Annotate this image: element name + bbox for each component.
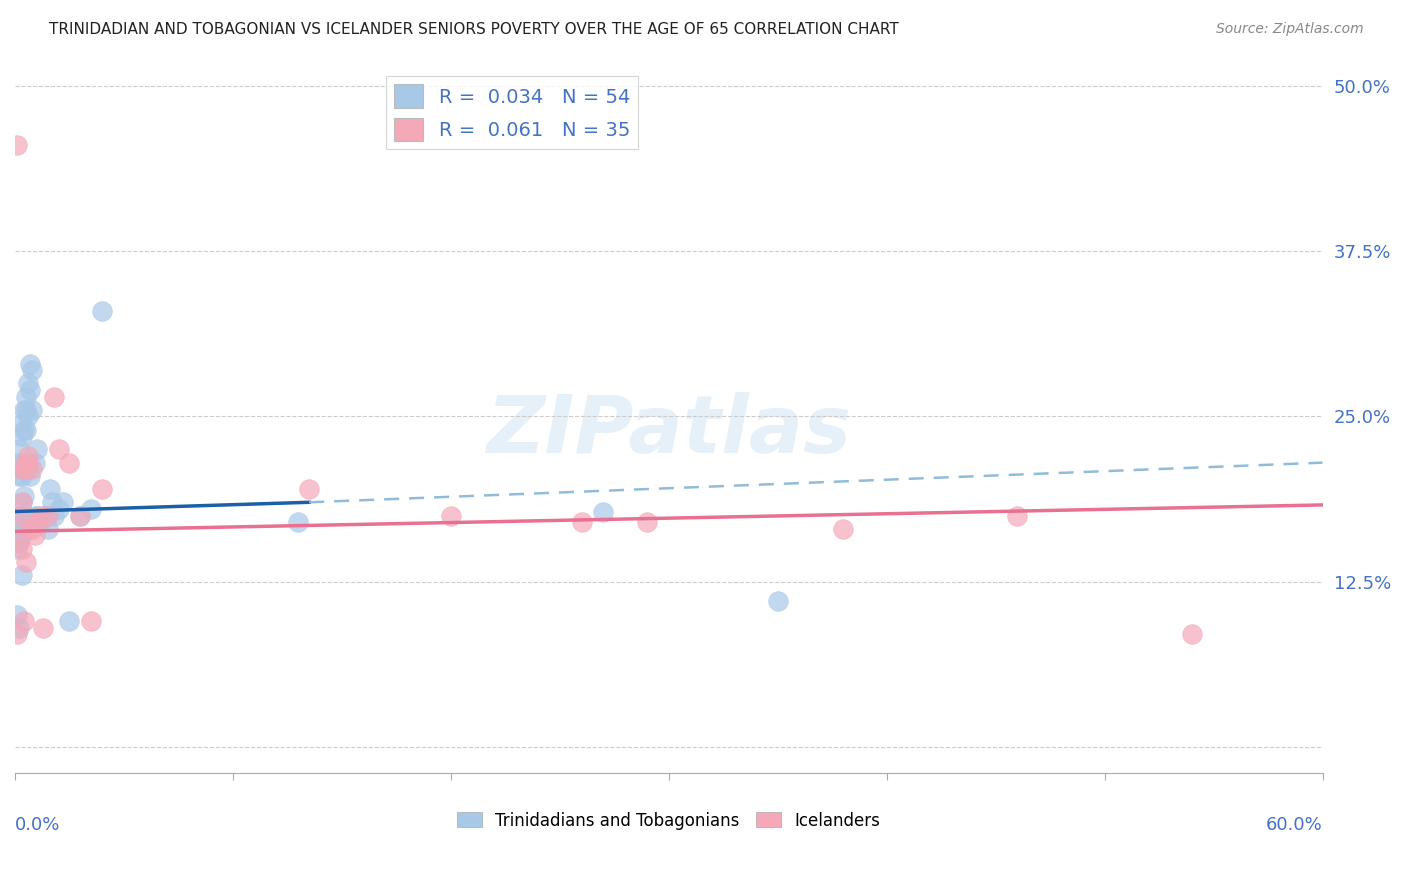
Point <box>24 528 46 542</box>
Point <box>17 456 39 470</box>
Point <box>6 627 28 641</box>
Point <box>44 508 66 523</box>
Point <box>37 522 59 536</box>
Point <box>832 522 855 536</box>
Point <box>13 489 35 503</box>
Text: ZIPatlas: ZIPatlas <box>486 392 851 470</box>
Point <box>17 376 39 391</box>
Point <box>592 504 614 518</box>
Point <box>13 402 35 417</box>
Point <box>13 423 35 437</box>
Point <box>44 390 66 404</box>
Point <box>6 607 28 622</box>
Point <box>21 462 44 476</box>
Point <box>91 303 114 318</box>
Point <box>8 508 31 523</box>
Point <box>14 508 37 523</box>
Point <box>8 621 31 635</box>
Point <box>10 462 32 476</box>
Point <box>8 535 31 549</box>
Point <box>6 528 28 542</box>
Point <box>6 541 28 556</box>
Point <box>13 462 35 476</box>
Point <box>91 482 114 496</box>
Point <box>10 568 32 582</box>
Point <box>38 482 60 496</box>
Point <box>21 522 44 536</box>
Point <box>6 138 28 153</box>
Point <box>21 402 44 417</box>
Point <box>6 508 28 523</box>
Point <box>8 535 31 549</box>
Point <box>20 357 42 371</box>
Point <box>30 515 52 529</box>
Point <box>8 508 31 523</box>
Point <box>8 442 31 457</box>
Text: 0.0%: 0.0% <box>15 816 60 834</box>
Point <box>766 594 789 608</box>
Point <box>32 621 55 635</box>
Point <box>20 383 42 397</box>
Point <box>69 508 91 523</box>
Point <box>8 468 31 483</box>
Point <box>80 614 103 628</box>
Point <box>14 390 37 404</box>
Point <box>48 502 70 516</box>
Point <box>24 508 46 523</box>
Legend: R =  0.034   N = 54, R =  0.061   N = 35: R = 0.034 N = 54, R = 0.061 N = 35 <box>387 77 638 149</box>
Point <box>21 363 44 377</box>
Point <box>69 508 91 523</box>
Point <box>32 508 55 523</box>
Point <box>1181 627 1204 641</box>
Point <box>41 495 63 509</box>
Point <box>10 495 32 509</box>
Point <box>14 456 37 470</box>
Point <box>10 495 32 509</box>
Point <box>287 515 309 529</box>
Point <box>28 515 51 529</box>
Point <box>636 515 658 529</box>
Point <box>14 402 37 417</box>
Point <box>52 495 75 509</box>
Point <box>58 614 80 628</box>
Point <box>10 541 32 556</box>
Text: 60.0%: 60.0% <box>1265 816 1323 834</box>
Point <box>25 508 48 523</box>
Point <box>17 449 39 463</box>
Point <box>37 508 59 523</box>
Point <box>80 502 103 516</box>
Point <box>25 515 48 529</box>
Point <box>58 456 80 470</box>
Point <box>440 508 463 523</box>
Point <box>10 468 32 483</box>
Point <box>298 482 321 496</box>
Point <box>20 522 42 536</box>
Point <box>571 515 593 529</box>
Point <box>24 456 46 470</box>
Point <box>13 614 35 628</box>
Point <box>48 442 70 457</box>
Point <box>10 528 32 542</box>
Point <box>13 456 35 470</box>
Point <box>10 416 32 430</box>
Point <box>10 429 32 443</box>
Point <box>17 409 39 424</box>
Point <box>25 442 48 457</box>
Point <box>30 508 52 523</box>
Point <box>34 508 56 523</box>
Point <box>14 423 37 437</box>
Point <box>14 555 37 569</box>
Point <box>17 462 39 476</box>
Point <box>8 456 31 470</box>
Text: Source: ZipAtlas.com: Source: ZipAtlas.com <box>1216 22 1364 37</box>
Point <box>20 468 42 483</box>
Point <box>1007 508 1029 523</box>
Text: TRINIDADIAN AND TOBAGONIAN VS ICELANDER SENIORS POVERTY OVER THE AGE OF 65 CORRE: TRINIDADIAN AND TOBAGONIAN VS ICELANDER … <box>49 22 898 37</box>
Point <box>13 522 35 536</box>
